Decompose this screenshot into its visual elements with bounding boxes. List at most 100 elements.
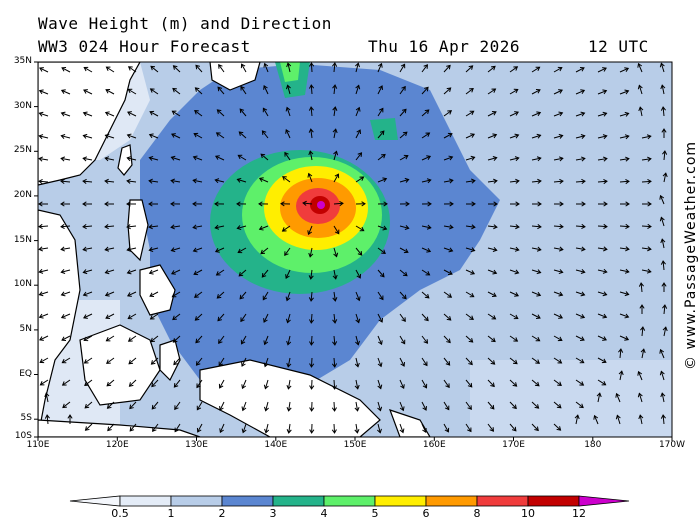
direction-arrow [67,414,73,424]
direction-arrow [421,109,430,117]
direction-arrow [487,133,498,139]
direction-arrow [127,88,137,95]
direction-arrow [38,313,49,319]
direction-arrow [127,291,137,297]
direction-arrow [171,133,181,139]
direction-arrow [106,357,115,364]
direction-arrow [284,151,291,161]
colorbar-segment [476,495,529,507]
direction-arrow [127,335,137,342]
direction-arrow [84,379,93,387]
direction-arrow [241,379,247,390]
direction-arrow [240,335,247,345]
direction-arrow [553,66,563,73]
direction-arrow [263,379,269,390]
direction-arrow [597,335,607,341]
direction-arrow [553,423,562,431]
direction-arrow [399,269,408,277]
direction-arrow [150,335,159,343]
direction-arrow [575,335,585,341]
colorbar-tick-label: 10 [521,507,535,520]
direction-arrow [240,63,247,73]
lat-label: 5N [19,323,32,334]
direction-arrow [575,201,586,207]
direction-arrow [354,401,360,412]
direction-arrow [377,153,386,161]
direction-arrow [60,313,71,319]
direction-arrow [575,357,585,364]
direction-arrow [38,201,49,207]
direction-arrow [44,414,50,425]
direction-arrow [443,313,452,321]
direction-arrow [465,65,474,73]
lon-label: 180 [584,440,602,450]
direction-arrow [421,247,432,253]
direction-arrow [219,423,225,434]
direction-arrow [597,67,607,73]
direction-arrow [596,392,602,403]
direction-arrow [531,379,540,387]
direction-arrow [377,225,388,231]
direction-arrow [421,269,431,276]
direction-arrow [443,87,452,95]
direction-arrow [195,64,203,73]
direction-arrow [619,156,630,162]
direction-arrow [597,246,608,252]
direction-arrow [377,177,388,183]
lon-label: 160E [422,440,446,450]
direction-arrow [399,313,406,323]
direction-arrow [597,89,608,95]
direction-arrow [553,223,564,230]
direction-arrow [553,269,564,275]
direction-arrow [82,156,93,162]
direction-arrow [309,379,315,390]
direction-arrow [377,269,385,278]
direction-arrow [487,423,495,432]
colorbar-segment [221,495,274,507]
direction-arrow [82,201,93,207]
direction-arrow [215,132,225,139]
direction-arrow [531,66,541,73]
direction-arrow [62,401,71,409]
direction-arrow [553,156,564,162]
direction-arrow [399,335,406,345]
direction-arrow [553,111,564,117]
direction-arrow [641,134,652,140]
direction-arrow [104,291,115,297]
direction-arrow [149,110,159,117]
direction-arrow [172,65,181,73]
direction-arrow [399,108,407,117]
direction-arrow [194,313,203,321]
direction-arrow [83,335,93,342]
direction-arrow [531,313,541,319]
direction-arrow [83,357,93,364]
direction-arrow [309,335,315,346]
direction-arrow [148,155,159,161]
direction-arrow [38,178,49,185]
direction-arrow [308,269,314,280]
direction-arrow [126,269,137,275]
lon-label: 140E [264,440,288,450]
colorbar-tick-label: 8 [473,507,481,520]
direction-arrow [377,379,383,390]
direction-arrow [263,313,269,323]
direction-arrow [284,247,291,257]
direction-arrow [574,414,580,425]
direction-arrow [575,379,585,386]
direction-arrow [618,348,624,359]
direction-arrow [218,357,225,367]
direction-arrow [263,357,269,368]
direction-arrow [104,111,115,117]
direction-arrow [82,291,93,297]
direction-arrow [639,304,645,314]
direction-arrow [597,357,607,364]
colorbar-tick-label: 6 [422,507,430,520]
direction-arrow [308,84,315,95]
direction-arrow [149,313,159,320]
direction-arrow [194,87,203,95]
direction-arrow [575,268,586,274]
direction-arrow [487,335,496,343]
direction-arrow [104,133,115,139]
direction-arrow [509,313,519,320]
direction-arrow [660,260,666,271]
